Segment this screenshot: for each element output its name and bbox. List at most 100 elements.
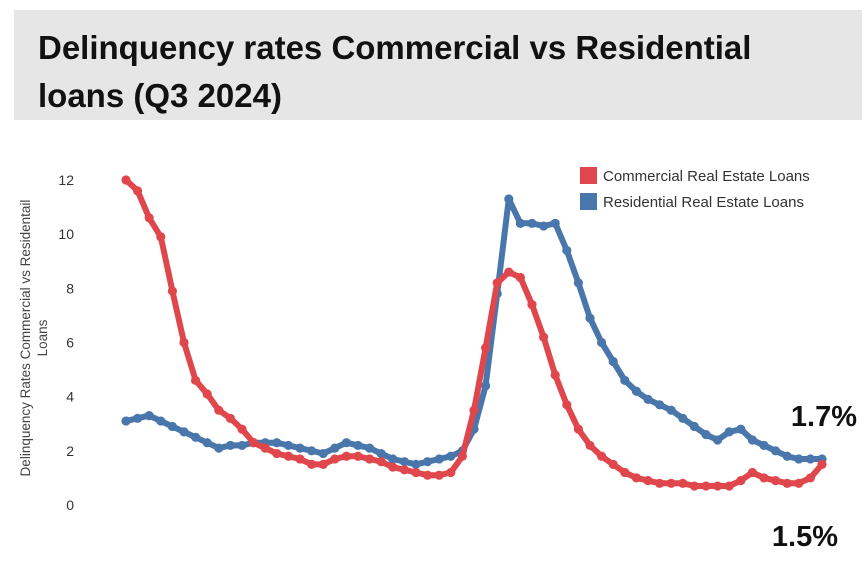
data-point	[249, 438, 259, 448]
data-point	[643, 476, 653, 486]
end-value-label: 1.5%	[772, 521, 838, 553]
series-lines	[121, 175, 827, 491]
data-point	[620, 467, 630, 478]
data-point	[805, 454, 816, 464]
data-point	[597, 337, 607, 348]
data-point	[527, 218, 537, 228]
data-point	[434, 454, 444, 464]
data-point	[133, 186, 143, 196]
data-point	[550, 218, 560, 228]
legend-swatch	[580, 193, 597, 210]
data-point	[504, 194, 514, 204]
data-point	[585, 440, 595, 451]
data-point	[388, 462, 398, 472]
data-point	[434, 470, 444, 480]
data-point	[631, 473, 642, 483]
series-1	[121, 194, 827, 469]
data-point	[631, 386, 642, 396]
data-point	[411, 467, 421, 478]
legend-label: Commercial Real Estate Loans	[603, 168, 810, 185]
data-point	[376, 457, 386, 467]
data-point	[666, 405, 676, 415]
end-labels: 1.5% 1.7%	[772, 401, 857, 553]
data-point	[782, 451, 792, 461]
data-point	[608, 356, 618, 367]
data-point	[771, 446, 781, 456]
data-point	[794, 478, 804, 488]
legend-label: Residential Real Estate Loans	[603, 194, 804, 211]
data-point	[747, 467, 758, 478]
data-point	[817, 459, 827, 469]
data-point	[283, 440, 293, 451]
data-point	[353, 451, 363, 461]
y-tick-label: 4	[66, 389, 74, 405]
data-point	[550, 370, 560, 380]
data-point	[214, 405, 224, 415]
y-axis-label: Delinquency Rates Commercial vs Resident…	[18, 200, 50, 477]
data-point	[562, 245, 572, 256]
data-point	[724, 427, 734, 437]
data-point	[272, 438, 282, 448]
data-point	[771, 476, 781, 486]
data-point	[573, 424, 584, 434]
data-point	[411, 459, 421, 469]
data-point	[365, 454, 375, 464]
data-point	[202, 438, 212, 448]
data-point	[713, 435, 723, 445]
data-point	[805, 473, 816, 483]
data-point	[655, 400, 665, 410]
data-point	[481, 343, 491, 353]
data-point	[446, 467, 456, 478]
data-point	[191, 375, 201, 386]
data-point	[179, 337, 189, 348]
data-point	[585, 313, 595, 323]
data-point	[759, 440, 769, 451]
data-point	[678, 478, 688, 488]
data-point	[620, 375, 630, 386]
data-point	[283, 451, 293, 461]
data-point	[539, 332, 549, 342]
data-point	[365, 443, 375, 453]
data-point	[759, 473, 769, 483]
data-point	[388, 454, 398, 464]
data-point	[643, 394, 653, 404]
data-point	[573, 278, 584, 288]
data-point	[214, 443, 224, 453]
data-point	[724, 481, 734, 491]
data-point	[713, 481, 723, 491]
data-point	[399, 465, 409, 475]
data-point	[202, 389, 212, 399]
data-point	[399, 457, 409, 467]
data-point	[504, 267, 514, 277]
y-tick-label: 10	[58, 226, 74, 242]
data-point	[655, 478, 665, 488]
data-point	[272, 448, 282, 459]
data-point	[678, 413, 688, 423]
y-tick-label: 2	[66, 443, 74, 459]
data-point	[341, 438, 351, 448]
legend-swatch	[580, 167, 597, 184]
data-point	[260, 443, 270, 453]
data-point	[295, 454, 305, 464]
y-tick-label: 0	[66, 497, 74, 513]
data-point	[736, 424, 746, 434]
data-point	[747, 435, 758, 445]
end-value-label: 1.7%	[791, 401, 857, 433]
data-point	[307, 459, 317, 469]
data-point	[666, 478, 676, 488]
data-point	[527, 299, 537, 310]
data-point	[295, 443, 305, 453]
data-point	[167, 286, 177, 296]
data-point	[307, 446, 317, 456]
series-0	[121, 175, 827, 491]
data-point	[330, 454, 340, 464]
data-point	[156, 232, 166, 242]
data-point	[562, 400, 572, 410]
data-point	[689, 421, 700, 432]
data-point	[133, 413, 143, 423]
data-point	[121, 416, 131, 426]
data-point	[376, 448, 386, 459]
data-point	[237, 440, 247, 451]
chart-title: Delinquency rates Commercial vs Resident…	[38, 29, 752, 114]
data-point	[469, 405, 479, 415]
